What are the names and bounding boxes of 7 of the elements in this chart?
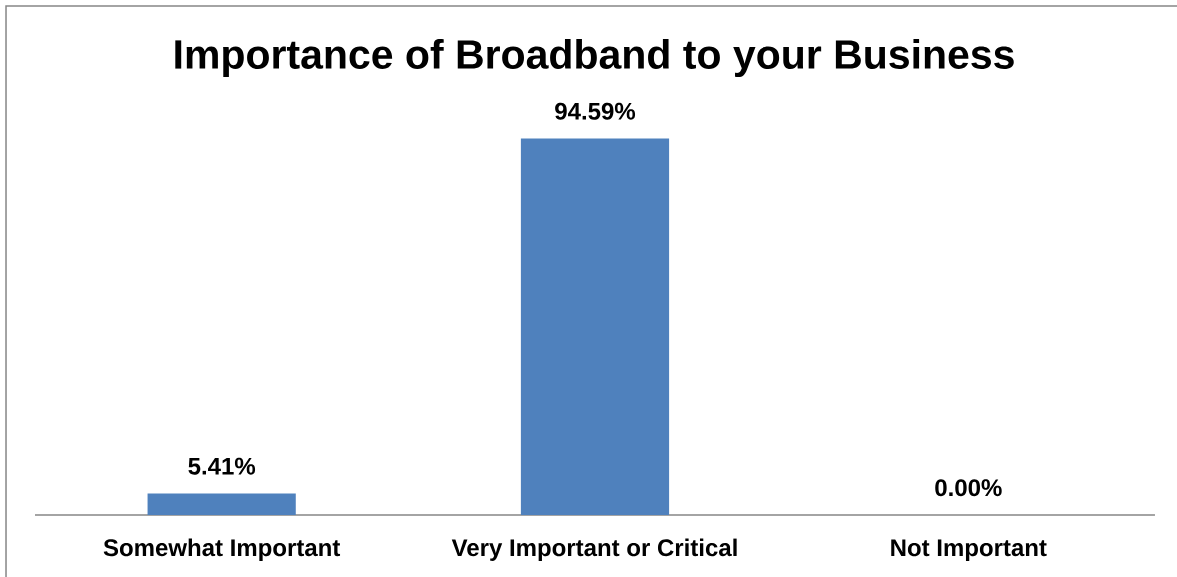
x-tick-label: Somewhat Important (103, 538, 341, 561)
x-tick-label: Very Important or Critical (451, 538, 737, 561)
x-tick-label: Not Important (891, 539, 1047, 561)
data-label: 94.59% (555, 102, 636, 120)
data-label: 0.00% (935, 479, 1002, 497)
chart-title: Importance of Broadband to your Business (175, 38, 1014, 78)
data-label: 5.41% (188, 457, 256, 475)
